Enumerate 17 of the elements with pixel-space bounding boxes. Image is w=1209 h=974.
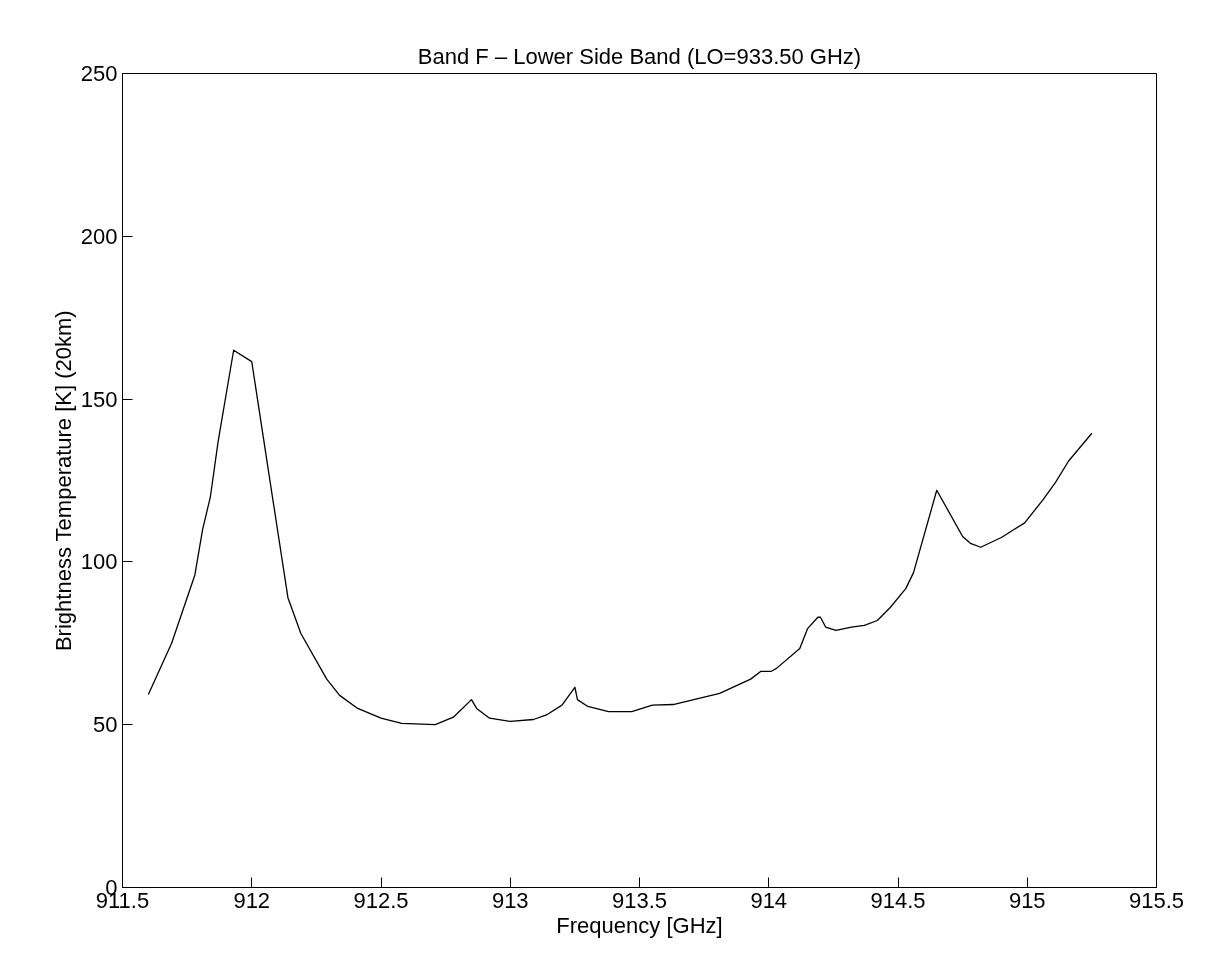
x-tick-label: 914 <box>750 887 788 913</box>
y-tick-label: 50 <box>93 712 118 738</box>
x-tick-label: 912.5 <box>353 887 409 913</box>
y-tick-label: 250 <box>80 61 118 86</box>
y-tick-label: 150 <box>80 386 118 412</box>
x-tick-label: 914.5 <box>870 887 926 913</box>
x-tick-label: 912 <box>233 887 271 913</box>
y-axis-title: Brightness Temperature [K] (20km) <box>50 310 76 652</box>
y-tick-label: 100 <box>80 549 118 575</box>
x-axis-title: Frequency [GHz] <box>556 912 723 938</box>
x-tick-label: 915 <box>1008 887 1046 913</box>
chart-title: Band F – Lower Side Band (LO=933.50 GHz) <box>417 43 862 69</box>
y-tick-label: 200 <box>80 223 118 249</box>
x-tick-label: 913.5 <box>611 887 668 913</box>
x-tick-label: 913 <box>491 887 529 913</box>
line-series <box>147 349 1093 726</box>
x-tick-label: 915.5 <box>1128 887 1185 913</box>
